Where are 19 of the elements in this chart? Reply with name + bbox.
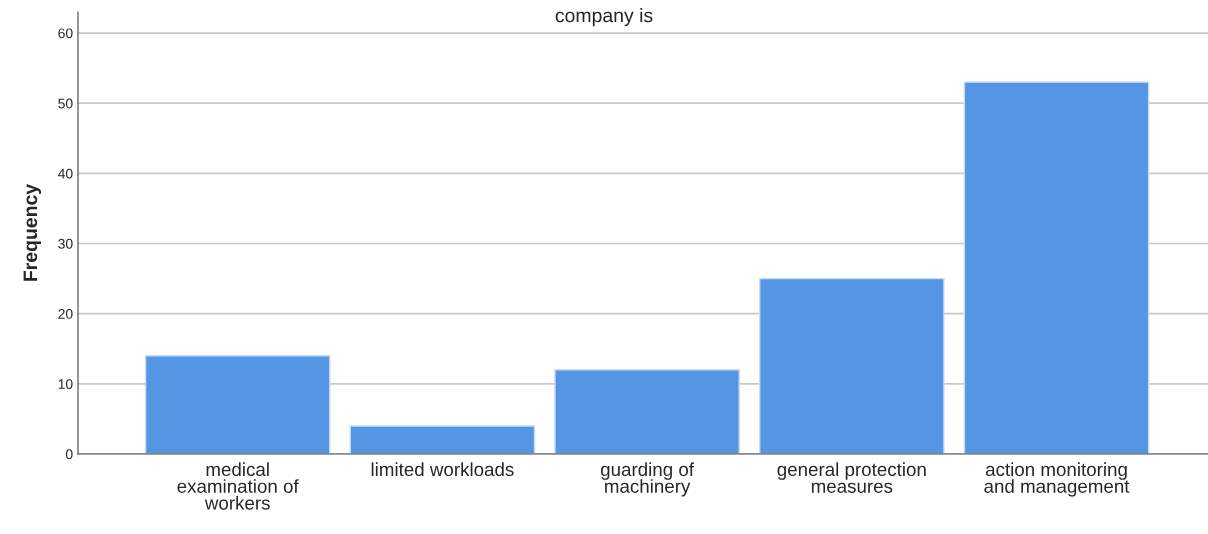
bar [963,81,1150,454]
y-tick-label: 30 [58,238,73,249]
y-axis-title: Frequency [23,183,42,281]
y-tick-label: 0 [65,449,73,460]
bar [554,369,740,454]
bar [144,355,331,454]
y-tick-label: 20 [58,309,73,319]
chart-title: company is [555,8,653,27]
x-tick-label: action monitoring and management [984,462,1130,497]
bar [349,425,536,454]
x-tick-label: limited workloads [371,462,514,477]
y-tick-label: 10 [58,379,73,390]
y-tick-label: 50 [58,98,73,109]
y-tick-label: 40 [58,168,73,179]
y-tick-label: 60 [58,28,73,39]
bar [758,277,945,454]
x-tick-label: guarding of machinery [600,462,695,497]
x-tick-label: medical examination of workers [177,462,299,510]
x-tick-label: general protection measures [777,462,926,493]
